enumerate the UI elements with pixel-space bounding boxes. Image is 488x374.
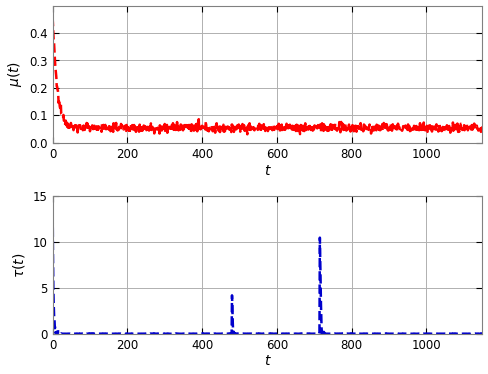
Y-axis label: $\mu(t)$: $\mu(t)$	[5, 61, 23, 87]
X-axis label: $t$: $t$	[264, 163, 271, 178]
Y-axis label: $\tau(t)$: $\tau(t)$	[11, 252, 27, 278]
X-axis label: $t$: $t$	[264, 355, 271, 368]
